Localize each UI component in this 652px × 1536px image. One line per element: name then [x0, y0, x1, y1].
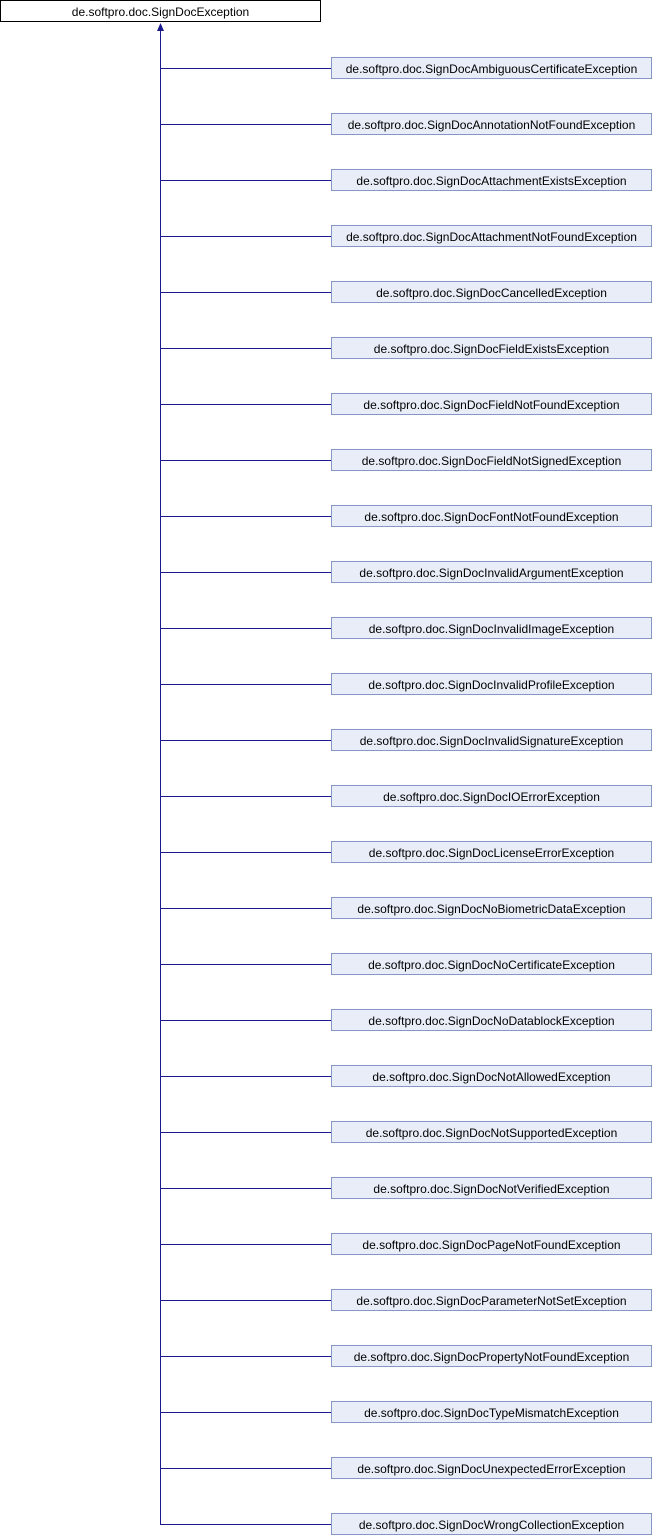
derived-class-node[interactable]: de.softpro.doc.SignDocFieldExistsExcepti… — [331, 337, 652, 359]
derived-class-node[interactable]: de.softpro.doc.SignDocNoCertificateExcep… — [331, 953, 652, 975]
inheritance-arrow-icon — [157, 23, 164, 31]
derived-class-node[interactable]: de.softpro.doc.SignDocFieldNotFoundExcep… — [331, 393, 652, 415]
derived-class-node[interactable]: de.softpro.doc.SignDocInvalidImageExcept… — [331, 617, 652, 639]
derived-class-node[interactable]: de.softpro.doc.SignDocFieldNotSignedExce… — [331, 449, 652, 471]
derived-class-node[interactable]: de.softpro.doc.SignDocInvalidArgumentExc… — [331, 561, 652, 583]
derived-class-node[interactable]: de.softpro.doc.SignDocFontNotFoundExcept… — [331, 505, 652, 527]
base-class-node: de.softpro.doc.SignDocException — [0, 0, 321, 22]
derived-class-node[interactable]: de.softpro.doc.SignDocInvalidProfileExce… — [331, 673, 652, 695]
derived-class-node[interactable]: de.softpro.doc.SignDocNotVerifiedExcepti… — [331, 1177, 652, 1199]
derived-class-node[interactable]: de.softpro.doc.SignDocNoDatablockExcepti… — [331, 1009, 652, 1031]
derived-class-node[interactable]: de.softpro.doc.SignDocUnexpectedErrorExc… — [331, 1457, 652, 1479]
derived-class-node[interactable]: de.softpro.doc.SignDocPropertyNotFoundEx… — [331, 1345, 652, 1367]
derived-class-node[interactable]: de.softpro.doc.SignDocAttachmentExistsEx… — [331, 169, 652, 191]
derived-class-node[interactable]: de.softpro.doc.SignDocIOErrorException — [331, 785, 652, 807]
derived-class-node[interactable]: de.softpro.doc.SignDocAttachmentNotFound… — [331, 225, 652, 247]
derived-class-node[interactable]: de.softpro.doc.SignDocNoBiometricDataExc… — [331, 897, 652, 919]
derived-class-node[interactable]: de.softpro.doc.SignDocCancelledException — [331, 281, 652, 303]
derived-class-node[interactable]: de.softpro.doc.SignDocAmbiguousCertifica… — [331, 57, 652, 79]
derived-class-node[interactable]: de.softpro.doc.SignDocNotSupportedExcept… — [331, 1121, 652, 1143]
derived-class-node[interactable]: de.softpro.doc.SignDocLicenseErrorExcept… — [331, 841, 652, 863]
derived-class-node[interactable]: de.softpro.doc.SignDocWrongCollectionExc… — [331, 1513, 652, 1535]
derived-class-node[interactable]: de.softpro.doc.SignDocAnnotationNotFound… — [331, 113, 652, 135]
derived-class-node[interactable]: de.softpro.doc.SignDocTypeMismatchExcept… — [331, 1401, 652, 1423]
derived-class-node[interactable]: de.softpro.doc.SignDocInvalidSignatureEx… — [331, 729, 652, 751]
derived-class-node[interactable]: de.softpro.doc.SignDocParameterNotSetExc… — [331, 1289, 652, 1311]
derived-class-node[interactable]: de.softpro.doc.SignDocPageNotFoundExcept… — [331, 1233, 652, 1255]
derived-class-node[interactable]: de.softpro.doc.SignDocNotAllowedExceptio… — [331, 1065, 652, 1087]
